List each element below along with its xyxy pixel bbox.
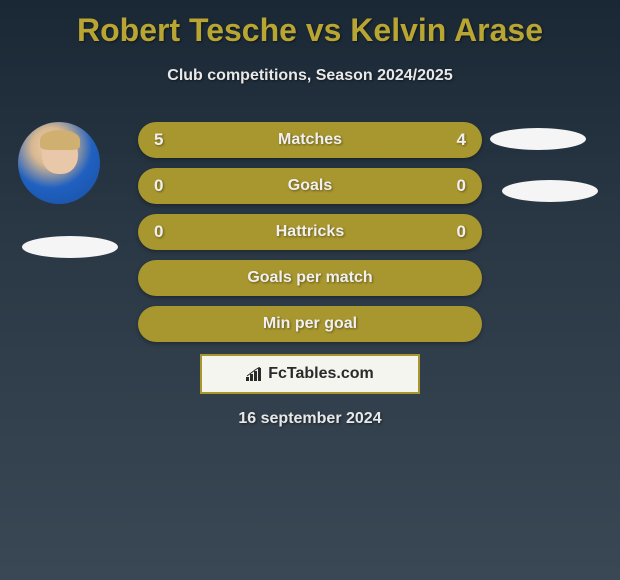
stat-right-value: 0	[457, 176, 466, 196]
comparison-subtitle: Club competitions, Season 2024/2025	[0, 67, 620, 85]
placeholder-ellipse	[22, 236, 118, 258]
stat-row-goals-per-match: Goals per match	[138, 260, 482, 296]
stat-label: Min per goal	[263, 315, 357, 333]
stat-left-value: 0	[154, 222, 163, 242]
stat-label: Goals	[288, 177, 332, 195]
stat-right-value: 4	[457, 130, 466, 150]
stat-right-value: 0	[457, 222, 466, 242]
date-label: 16 september 2024	[0, 410, 620, 428]
stat-label: Hattricks	[276, 223, 344, 241]
stat-row-goals: 0 Goals 0	[138, 168, 482, 204]
stat-row-matches: 5 Matches 4	[138, 122, 482, 158]
stat-row-min-per-goal: Min per goal	[138, 306, 482, 342]
stat-label: Goals per match	[247, 269, 372, 287]
stat-left-value: 5	[154, 130, 163, 150]
placeholder-ellipse	[502, 180, 598, 202]
logo-text: FcTables.com	[268, 365, 374, 383]
stat-label: Matches	[278, 131, 342, 149]
stat-row-hattricks: 0 Hattricks 0	[138, 214, 482, 250]
player-left-avatar	[18, 122, 100, 204]
fctables-logo[interactable]: FcTables.com	[200, 354, 420, 394]
stat-left-value: 0	[154, 176, 163, 196]
comparison-title: Robert Tesche vs Kelvin Arase	[0, 0, 620, 49]
stats-container: 5 Matches 4 0 Goals 0 0 Hattricks 0 Goal…	[138, 122, 482, 352]
chart-icon	[246, 367, 262, 381]
placeholder-ellipse	[490, 128, 586, 150]
